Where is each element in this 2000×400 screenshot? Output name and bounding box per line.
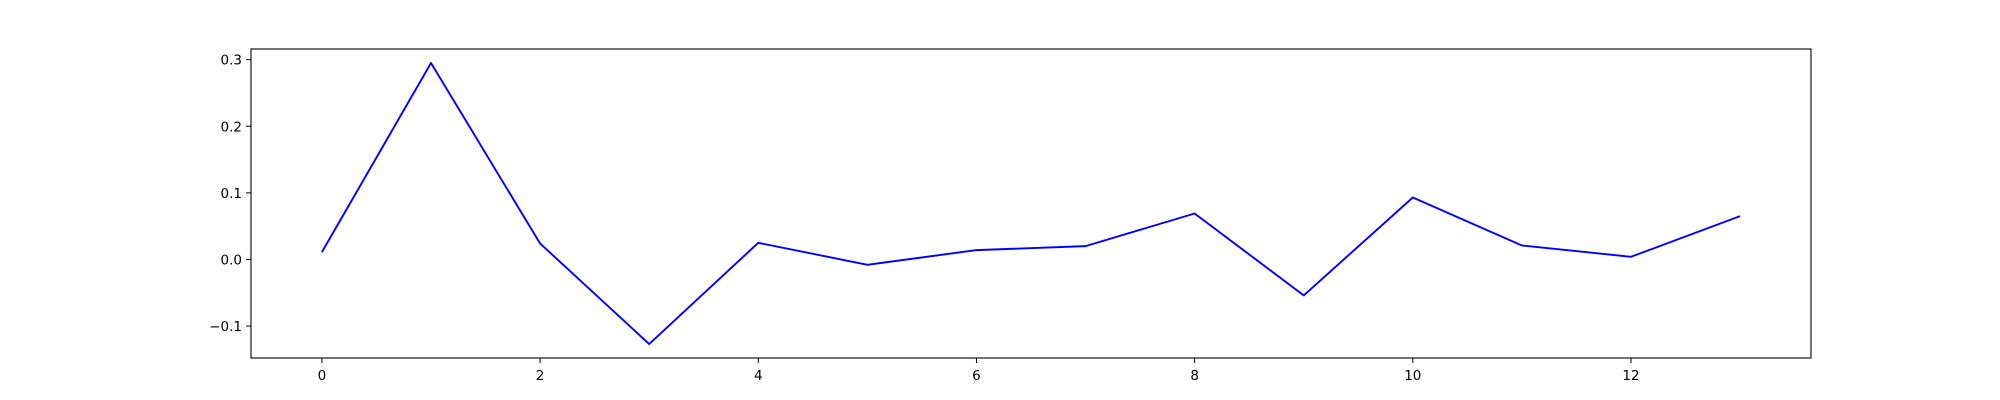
- y-tick-label: 0.2: [221, 119, 242, 135]
- y-tick-label: 0.0: [221, 252, 242, 268]
- plot-area: [321, 62, 1741, 345]
- x-tick-label: 10: [1404, 368, 1421, 384]
- axes-frame: [250, 48, 1812, 359]
- x-tick-label: 0: [318, 368, 327, 384]
- x-tick-label: 6: [972, 368, 981, 384]
- y-tick-label: 0.3: [221, 53, 242, 69]
- series-line-0: [321, 62, 1741, 345]
- x-tick-label: 12: [1622, 368, 1639, 384]
- x-tick-label: 4: [754, 368, 763, 384]
- y-tick-label: −0.1: [209, 319, 242, 335]
- x-tick-label: 2: [536, 368, 545, 384]
- x-tick-label: 8: [1190, 368, 1199, 384]
- y-tick-label: 0.1: [221, 186, 242, 202]
- x-axis: 0 2 4 6 8 10 12: [318, 358, 1640, 384]
- y-axis: −0.1 0.0 0.1 0.2 0.3: [209, 53, 251, 335]
